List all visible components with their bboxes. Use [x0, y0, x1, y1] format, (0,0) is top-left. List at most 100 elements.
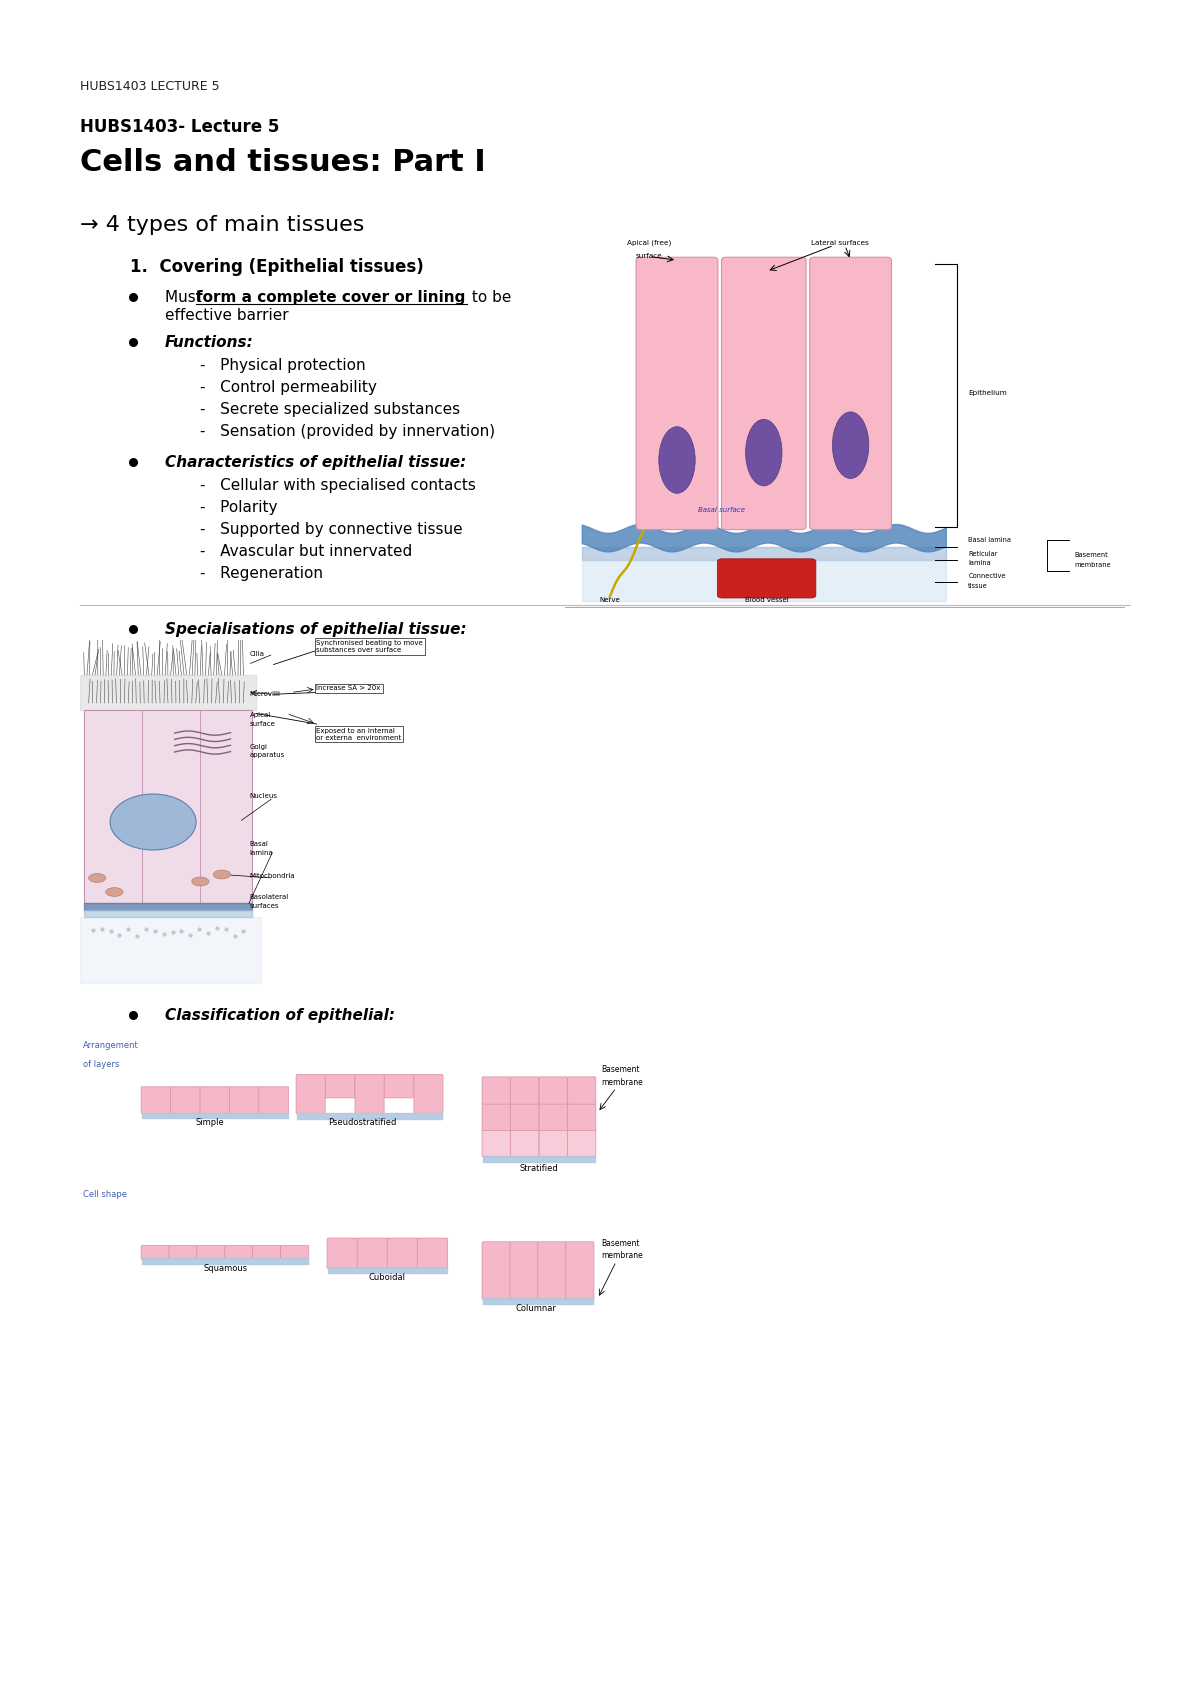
FancyBboxPatch shape [355, 1075, 384, 1114]
Text: Reticular: Reticular [968, 552, 997, 557]
FancyBboxPatch shape [142, 1246, 169, 1260]
Text: Basement: Basement [601, 1240, 640, 1248]
Text: Basolateral: Basolateral [250, 895, 289, 900]
FancyBboxPatch shape [253, 1246, 281, 1260]
Text: 1.  Covering (Epithelial tissues): 1. Covering (Epithelial tissues) [130, 258, 424, 277]
FancyBboxPatch shape [259, 1087, 289, 1114]
FancyBboxPatch shape [718, 559, 816, 598]
Text: Cilia: Cilia [250, 650, 265, 657]
FancyBboxPatch shape [328, 1238, 358, 1268]
Ellipse shape [110, 795, 196, 851]
FancyBboxPatch shape [539, 1077, 568, 1104]
FancyBboxPatch shape [568, 1129, 596, 1156]
FancyBboxPatch shape [510, 1129, 539, 1156]
Text: Nucleus: Nucleus [250, 793, 278, 798]
FancyBboxPatch shape [358, 1238, 388, 1268]
Text: -   Sensation (provided by innervation): - Sensation (provided by innervation) [200, 424, 496, 440]
FancyBboxPatch shape [721, 256, 806, 530]
Text: Cell shape: Cell shape [83, 1190, 127, 1199]
FancyBboxPatch shape [568, 1077, 596, 1104]
FancyBboxPatch shape [197, 1246, 226, 1260]
Text: HUBS1403 LECTURE 5: HUBS1403 LECTURE 5 [80, 80, 220, 93]
Ellipse shape [106, 888, 124, 897]
Text: Synchronised beating to move
substances over surface: Synchronised beating to move substances … [317, 640, 424, 654]
FancyBboxPatch shape [510, 1104, 539, 1131]
Text: → 4 types of main tissues: → 4 types of main tissues [80, 216, 365, 234]
FancyBboxPatch shape [169, 1246, 197, 1260]
FancyBboxPatch shape [325, 1075, 355, 1099]
FancyBboxPatch shape [510, 1077, 539, 1104]
FancyBboxPatch shape [229, 1087, 259, 1114]
FancyBboxPatch shape [384, 1075, 414, 1099]
Ellipse shape [833, 413, 869, 479]
FancyBboxPatch shape [142, 1087, 170, 1114]
Ellipse shape [214, 869, 230, 880]
Text: Stratified: Stratified [520, 1165, 558, 1173]
FancyBboxPatch shape [170, 1087, 200, 1114]
FancyBboxPatch shape [482, 1129, 510, 1156]
Text: Pseudostratified: Pseudostratified [328, 1117, 396, 1127]
Text: Basal: Basal [250, 842, 269, 847]
FancyBboxPatch shape [538, 1241, 566, 1299]
Text: Microvilli: Microvilli [250, 691, 281, 698]
Text: membrane: membrane [601, 1251, 642, 1260]
FancyBboxPatch shape [414, 1075, 443, 1114]
Text: Mitochondria: Mitochondria [250, 873, 295, 880]
Ellipse shape [745, 419, 782, 486]
FancyBboxPatch shape [510, 1241, 538, 1299]
Text: Cuboidal: Cuboidal [368, 1274, 406, 1282]
Text: surface: surface [250, 720, 276, 727]
Text: Basal lamina: Basal lamina [968, 537, 1012, 543]
Ellipse shape [192, 878, 209, 886]
Text: form a complete cover or lining: form a complete cover or lining [196, 290, 466, 306]
Text: Epithelium: Epithelium [968, 391, 1007, 396]
FancyBboxPatch shape [224, 1246, 253, 1260]
Text: lamina: lamina [250, 851, 274, 856]
Text: lamina: lamina [968, 560, 991, 567]
Text: Connective: Connective [968, 574, 1006, 579]
Text: -   Avascular but innervated: - Avascular but innervated [200, 543, 413, 559]
FancyBboxPatch shape [200, 1087, 229, 1114]
Text: Must: Must [166, 290, 206, 306]
Text: Arrangement: Arrangement [83, 1041, 139, 1049]
Text: -   Polarity: - Polarity [200, 499, 277, 514]
FancyBboxPatch shape [388, 1238, 418, 1268]
Text: Characteristics of epithelial tissue:: Characteristics of epithelial tissue: [166, 455, 467, 470]
Ellipse shape [659, 426, 695, 494]
Text: membrane: membrane [1075, 562, 1111, 569]
FancyBboxPatch shape [482, 1077, 510, 1104]
FancyBboxPatch shape [418, 1238, 448, 1268]
Text: -   Regeneration: - Regeneration [200, 565, 323, 581]
Text: Basement: Basement [601, 1065, 640, 1075]
Text: surfaces: surfaces [250, 903, 280, 908]
Text: Cells and tissues: Part I: Cells and tissues: Part I [80, 148, 486, 177]
Text: Simple: Simple [196, 1117, 224, 1127]
Text: Apical (free): Apical (free) [626, 239, 671, 246]
Text: tissue: tissue [968, 582, 988, 589]
Text: surface: surface [636, 253, 662, 258]
Text: -   Secrete specialized substances: - Secrete specialized substances [200, 402, 460, 418]
Text: of layers: of layers [83, 1060, 120, 1068]
Text: Classification of epithelial:: Classification of epithelial: [166, 1009, 395, 1022]
FancyBboxPatch shape [296, 1075, 325, 1114]
Text: -   Physical protection: - Physical protection [200, 358, 366, 374]
Text: Squamous: Squamous [204, 1263, 247, 1272]
Text: -   Control permeability: - Control permeability [200, 380, 377, 396]
Text: -   Cellular with specialised contacts: - Cellular with specialised contacts [200, 479, 476, 492]
FancyBboxPatch shape [281, 1246, 308, 1260]
FancyBboxPatch shape [636, 256, 718, 530]
Text: Basal surface: Basal surface [698, 506, 745, 513]
Text: Blood vessel: Blood vessel [745, 598, 788, 603]
FancyBboxPatch shape [568, 1104, 596, 1131]
FancyBboxPatch shape [539, 1129, 568, 1156]
Text: Increase SA > 20x: Increase SA > 20x [317, 686, 380, 691]
FancyBboxPatch shape [482, 1241, 510, 1299]
FancyBboxPatch shape [539, 1104, 568, 1131]
Text: Lateral surfaces: Lateral surfaces [811, 239, 869, 246]
Text: Exposed to an internal
or externa  environment: Exposed to an internal or externa enviro… [317, 727, 402, 740]
Text: to be: to be [467, 290, 511, 306]
FancyBboxPatch shape [482, 1104, 510, 1131]
Text: Basement: Basement [1075, 552, 1109, 559]
Text: Functions:: Functions: [166, 335, 253, 350]
Text: Columnar: Columnar [515, 1304, 556, 1313]
